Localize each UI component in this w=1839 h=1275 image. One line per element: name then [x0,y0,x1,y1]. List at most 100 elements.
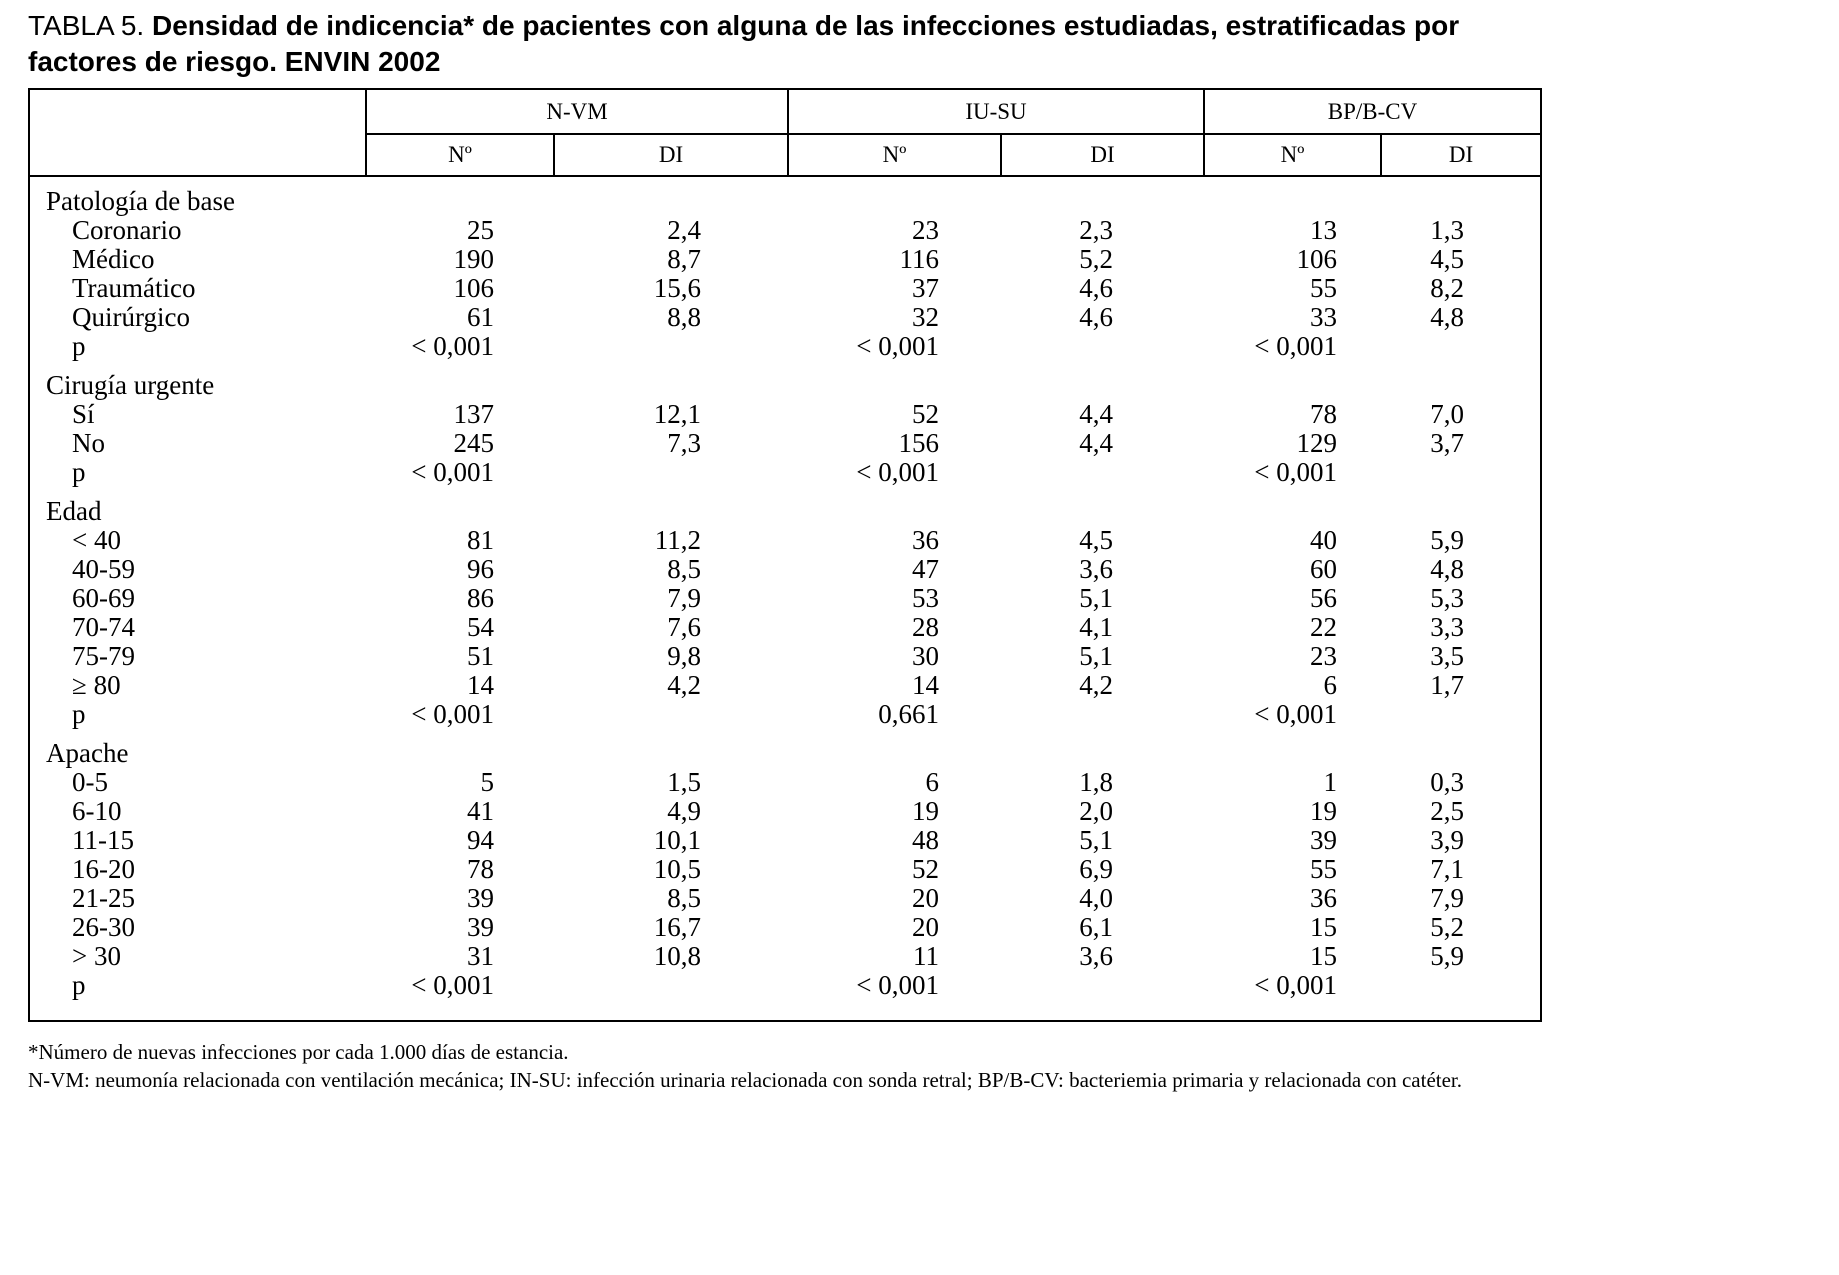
table-row-6-10: 6-10 41 4,9 19 2,0 19 2,5 [29,797,1541,826]
cell-nvm-di: 8,5 [667,884,701,913]
cell-nvm-n: < 0,001 [411,700,494,729]
cell-iusu-di: 4,2 [1079,671,1113,700]
cell-bpbcv-n: < 0,001 [1254,700,1337,729]
cell-bpbcv-di: 3,7 [1430,429,1465,458]
cell-bpbcv-n: 40 [1310,526,1337,555]
cell-bpbcv-n: 6 [1323,671,1338,700]
cell-bpbcv-di: 7,1 [1430,855,1465,884]
table-row-75-79: 75-79 51 9,8 30 5,1 23 3,5 [29,642,1541,671]
table-row-0-5: 0-5 5 1,5 6 1,8 1 0,3 [29,768,1541,797]
section-row-edad: Edad [29,487,1541,526]
cell-nvm-n: 86 [467,584,494,613]
row-label: 26-30 [72,913,135,942]
cell-nvm-n: 54 [467,613,494,642]
cell-iusu-di [1001,700,1204,729]
cell-nvm-n: 61 [467,303,494,332]
footnotes: *Número de nuevas infecciones por cada 1… [28,1038,1588,1094]
page: TABLA 5. Densidad de indicencia* de paci… [28,8,1588,1094]
cell-iusu-n: 116 [899,245,940,274]
cell-nvm-di: 4,2 [667,671,701,700]
cell-bpbcv-di: 1,7 [1430,671,1465,700]
table-row-40-59: 40-59 96 8,5 47 3,6 60 4,8 [29,555,1541,584]
cell-nvm-di: 7,9 [667,584,701,613]
row-label: p [72,332,86,361]
table-row-70-74: 70-74 54 7,6 28 4,1 22 3,3 [29,613,1541,642]
cell-bpbcv-di [1381,700,1541,729]
cell-bpbcv-n: < 0,001 [1254,332,1337,361]
cell-nvm-n: 25 [467,216,494,245]
cell-nvm-di: 10,1 [653,826,701,855]
cell-nvm-di: 8,7 [667,245,701,274]
cell-nvm-n: 94 [467,826,494,855]
cell-iusu-di: 4,6 [1079,274,1113,303]
cell-bpbcv-di: 4,8 [1430,303,1465,332]
cell-nvm-di [554,700,788,729]
cell-iusu-di: 4,1 [1079,613,1113,642]
table-row-medico: Médico 190 8,7 116 5,2 106 4,5 [29,245,1541,274]
table-header: N-VM IU-SU BP/B-CV Nº DI Nº DI Nº DI [28,88,1543,177]
incidence-density-table: N-VM IU-SU BP/B-CV Nº DI Nº DI Nº DI Pat… [28,88,1543,1022]
cell-nvm-n: 39 [467,913,494,942]
row-label: 60-69 [72,584,135,613]
cell-nvm-n: 96 [467,555,494,584]
cell-nvm-n: < 0,001 [411,332,494,361]
cell-nvm-di [554,332,788,361]
cell-nvm-di: 1,5 [667,768,701,797]
cell-nvm-n: 39 [467,884,494,913]
row-label: < 40 [72,526,121,555]
cell-bpbcv-di [1381,971,1541,1021]
cell-iusu-n: 52 [912,400,939,429]
row-label: p [72,458,86,487]
row-label: 70-74 [72,613,135,642]
cell-iusu-di: 3,6 [1079,555,1113,584]
cell-iusu-di [1001,971,1204,1021]
table-number-label: TABLA 5. [28,10,152,41]
cell-nvm-di: 7,3 [667,429,701,458]
cell-iusu-n: 30 [912,642,939,671]
col-header-nvm-di: DI [553,133,789,177]
table-row-gt30: > 30 31 10,8 11 3,6 15 5,9 [29,942,1541,971]
row-label: 6-10 [72,797,122,826]
cell-iusu-di: 5,1 [1079,642,1113,671]
cell-nvm-n: 245 [453,429,495,458]
cell-nvm-di: 15,6 [653,274,701,303]
row-label: Coronario [72,216,182,245]
cell-iusu-di: 4,5 [1079,526,1113,555]
cell-iusu-di: 6,1 [1079,913,1113,942]
cell-nvm-di: 9,8 [667,642,701,671]
cell-nvm-n: 51 [467,642,494,671]
section-label: Edad [46,496,102,526]
cell-nvm-n: < 0,001 [411,971,494,1000]
cell-nvm-n: < 0,001 [411,458,494,487]
col-header-nvm-n: Nº [365,133,555,177]
cell-iusu-di: 4,4 [1079,400,1113,429]
section-row-patologia: Patología de base [29,176,1541,216]
table-row-quirurgico: Quirúrgico 61 8,8 32 4,6 33 4,8 [29,303,1541,332]
cell-iusu-n: 0,661 [878,700,939,729]
table-title: TABLA 5. Densidad de indicencia* de paci… [28,8,1548,80]
cell-bpbcv-di: 3,9 [1430,826,1465,855]
table-row-p-apache: p < 0,001 < 0,001 < 0,001 [29,971,1541,1021]
sub-header-row: Nº DI Nº DI Nº DI [29,133,1543,177]
cell-bpbcv-di [1381,332,1541,361]
cell-nvm-di: 7,6 [667,613,701,642]
section-label: Patología de base [46,186,235,216]
table-row-p-cirugia: p < 0,001 < 0,001 < 0,001 [29,458,1541,487]
row-label: 40-59 [72,555,135,584]
cell-nvm-n: 78 [467,855,494,884]
cell-iusu-n: 28 [912,613,939,642]
cell-iusu-di [1001,332,1204,361]
cell-bpbcv-di: 5,9 [1430,526,1465,555]
cell-nvm-di: 4,9 [667,797,701,826]
cell-iusu-di: 4,0 [1079,884,1113,913]
cell-iusu-di: 1,8 [1079,768,1113,797]
cell-nvm-di: 10,8 [653,942,701,971]
cell-nvm-di: 10,5 [653,855,701,884]
cell-bpbcv-n: 56 [1310,584,1337,613]
cell-bpbcv-di: 7,0 [1430,400,1465,429]
cell-bpbcv-di: 4,5 [1430,245,1465,274]
col-group-bpbcv: BP/B-CV [1202,88,1543,135]
cell-iusu-di: 5,1 [1079,584,1113,613]
cell-bpbcv-n: 15 [1310,942,1337,971]
row-label: ≥ 80 [72,671,121,700]
